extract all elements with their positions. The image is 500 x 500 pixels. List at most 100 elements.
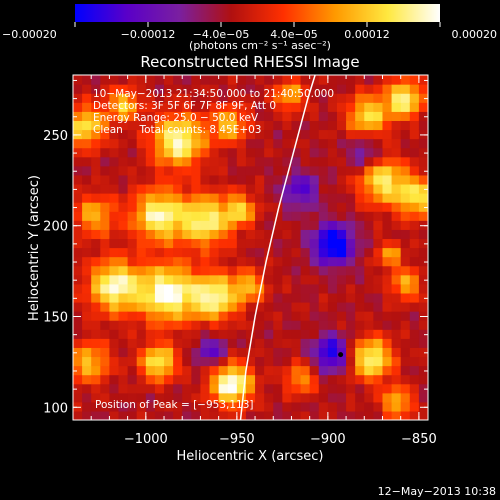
heatmap-cell <box>255 129 265 140</box>
heatmap-cell <box>127 301 138 312</box>
heatmap-cell <box>182 274 192 285</box>
heatmap-cell <box>236 292 247 303</box>
heatmap-cell <box>300 356 311 367</box>
heatmap-cell <box>327 120 338 131</box>
heatmap-cell <box>109 392 120 403</box>
heatmap-cell <box>127 383 138 394</box>
heatmap-cell <box>391 102 402 112</box>
heatmap-cell <box>282 292 293 303</box>
heatmap-cell <box>309 365 320 376</box>
heatmap-cell <box>318 129 329 140</box>
heatmap-cell <box>391 256 402 267</box>
heatmap-cell <box>418 392 428 403</box>
heatmap-cell <box>264 102 274 112</box>
heatmap-cell <box>209 247 220 258</box>
heatmap-cell <box>127 93 138 103</box>
heatmap-cell <box>209 356 220 367</box>
heatmap-cell <box>227 265 238 276</box>
heatmap-cell <box>154 329 165 339</box>
heatmap-cell <box>318 183 329 194</box>
heatmap-cell <box>73 320 83 330</box>
heatmap-cell <box>264 256 274 267</box>
heatmap-cell <box>391 183 402 194</box>
heatmap-cell <box>173 220 183 230</box>
heatmap-cell <box>382 356 393 367</box>
heatmap-cell <box>136 256 147 267</box>
peak-position-label: Position of Peak = [−953,113] <box>95 399 254 411</box>
heatmap-cell <box>418 120 428 131</box>
heatmap-cell <box>109 147 120 158</box>
heatmap-cell <box>382 301 393 312</box>
heatmap-cell <box>164 256 174 267</box>
heatmap-cell <box>364 84 374 94</box>
heatmap-cell <box>346 202 356 212</box>
heatmap-cell <box>173 75 183 85</box>
heatmap-cell <box>209 383 220 394</box>
heatmap-cell <box>200 202 211 212</box>
heatmap-cell <box>154 238 165 249</box>
heatmap-cell <box>264 311 274 321</box>
heatmap-cell <box>282 193 293 203</box>
heatmap-cell <box>209 347 220 358</box>
heatmap-cell <box>346 129 356 140</box>
heatmap-cell <box>282 365 293 376</box>
y-tick-label: 200 <box>43 220 68 235</box>
heatmap-cell <box>282 356 293 367</box>
heatmap-cell <box>118 156 129 167</box>
heatmap-cell <box>118 301 129 312</box>
heatmap-cell <box>309 301 320 312</box>
heatmap-cell <box>382 193 393 203</box>
heatmap-cell <box>154 383 165 394</box>
heatmap-cell <box>227 238 238 249</box>
heatmap-cell <box>82 183 92 194</box>
heatmap-cell <box>255 247 265 258</box>
heatmap-cell <box>200 129 211 140</box>
heatmap-cell <box>400 211 411 221</box>
heatmap-cell <box>318 84 329 94</box>
heatmap-cell <box>282 392 293 403</box>
heatmap-cell <box>400 111 411 121</box>
heatmap-cell <box>382 347 393 358</box>
heatmap-cell <box>300 320 311 330</box>
heatmap-cell <box>364 265 374 276</box>
heatmap-cell <box>109 311 120 321</box>
heatmap-cell <box>355 102 365 112</box>
heatmap-cell <box>400 156 411 167</box>
heatmap-cell <box>355 265 365 276</box>
heatmap-cell <box>373 365 384 376</box>
heatmap-cell <box>245 84 256 94</box>
heatmap-cell <box>200 383 211 394</box>
heatmap-cell <box>200 283 211 294</box>
heatmap-cell <box>318 301 329 312</box>
heatmap-cell <box>209 174 220 185</box>
heatmap-cell <box>391 410 402 420</box>
heatmap-cell <box>118 347 129 358</box>
heatmap-cell <box>182 256 192 267</box>
heatmap-cell <box>318 193 329 203</box>
heatmap-cell <box>409 401 420 412</box>
heatmap-cell <box>191 229 202 240</box>
heatmap-cell <box>373 392 384 403</box>
heatmap-cell <box>364 75 374 85</box>
heatmap-cell <box>145 220 156 230</box>
heatmap-cell <box>245 311 256 321</box>
heatmap-cell <box>327 183 338 194</box>
heatmap-cell <box>209 93 220 103</box>
heatmap-cell <box>245 374 256 385</box>
heatmap-cell <box>145 247 156 258</box>
heatmap-cell <box>336 174 347 185</box>
heatmap-cell <box>127 156 138 167</box>
heatmap-cell <box>282 410 293 420</box>
heatmap-cell <box>173 401 183 412</box>
heatmap-cell <box>82 301 92 312</box>
heatmap-cell <box>391 292 402 303</box>
heatmap-cell <box>173 374 183 385</box>
heatmap-cell <box>409 120 420 131</box>
heatmap-cell <box>336 147 347 158</box>
heatmap-cell <box>136 265 147 276</box>
heatmap-cell <box>318 247 329 258</box>
heatmap-cell <box>127 165 138 176</box>
heatmap-cell <box>200 329 211 339</box>
heatmap-cell <box>327 93 338 103</box>
heatmap-cell <box>273 356 283 367</box>
